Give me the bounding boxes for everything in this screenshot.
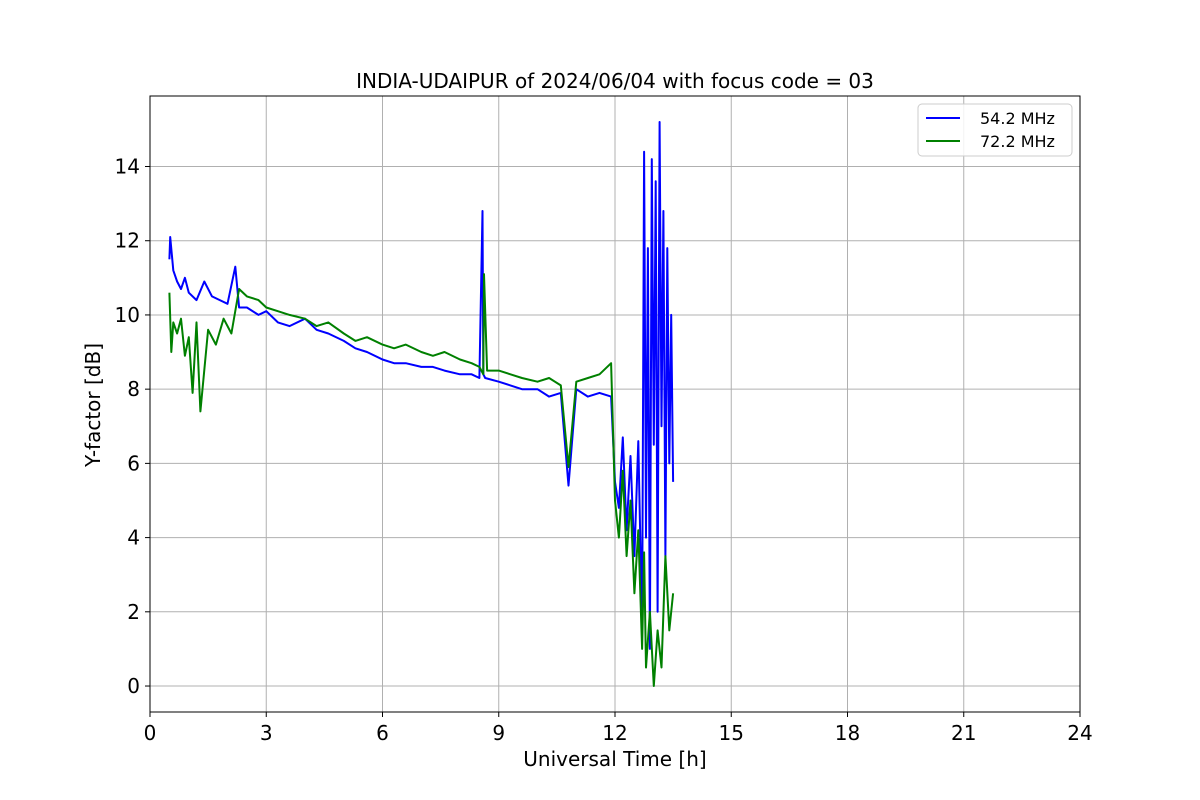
x-tick-label: 6 bbox=[376, 721, 389, 745]
x-tick-label: 18 bbox=[835, 721, 860, 745]
x-tick-label: 0 bbox=[144, 721, 157, 745]
x-tick-label: 15 bbox=[719, 721, 744, 745]
series-line-2 bbox=[168, 273, 675, 687]
x-axis-ticks: 0 3 6 9 12 15 18 21 24 bbox=[144, 712, 1093, 745]
y-tick-label: 10 bbox=[115, 303, 140, 327]
x-tick-label: 24 bbox=[1067, 721, 1092, 745]
legend-label: 72.2 MHz bbox=[980, 132, 1055, 151]
x-tick-label: 12 bbox=[602, 721, 627, 745]
y-tick-label: 0 bbox=[127, 674, 140, 698]
y-axis-ticks: 0 2 4 6 8 10 12 14 bbox=[115, 155, 150, 698]
grid bbox=[149, 96, 1081, 712]
chart-title: INDIA-UDAIPUR of 2024/06/04 with focus c… bbox=[356, 69, 874, 93]
series-lines bbox=[168, 121, 675, 687]
y-tick-label: 8 bbox=[127, 377, 140, 401]
x-tick-label: 9 bbox=[492, 721, 505, 745]
y-tick-label: 6 bbox=[127, 451, 140, 475]
y-tick-label: 14 bbox=[115, 155, 140, 179]
y-tick-label: 4 bbox=[127, 526, 140, 550]
legend: 54.2 MHz 72.2 MHz bbox=[917, 103, 1073, 157]
y-tick-label: 12 bbox=[115, 229, 140, 253]
series-line-1 bbox=[168, 121, 675, 650]
x-tick-label: 3 bbox=[260, 721, 273, 745]
x-tick-label: 21 bbox=[951, 721, 976, 745]
y-axis-label: Y-factor [dB] bbox=[81, 343, 105, 468]
x-axis-label: Universal Time [h] bbox=[523, 747, 706, 771]
y-tick-label: 2 bbox=[127, 600, 140, 624]
legend-label: 54.2 MHz bbox=[980, 109, 1055, 128]
